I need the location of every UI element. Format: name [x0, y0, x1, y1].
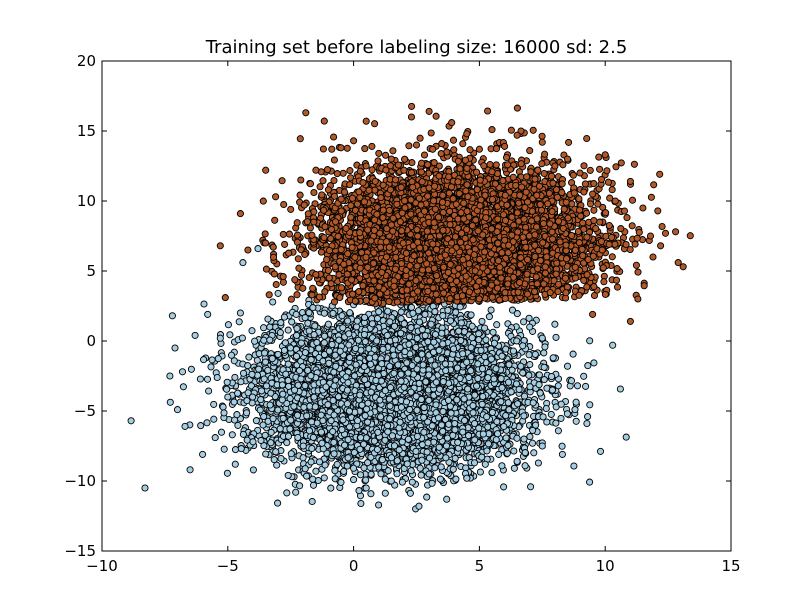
scatter-point: [309, 481, 318, 489]
scatter-point: [521, 462, 529, 470]
scatter-point: [249, 466, 257, 474]
scatter-point: [252, 417, 260, 425]
scatter-point: [320, 474, 328, 482]
scatter-point: [381, 489, 389, 497]
scatter-point: [622, 433, 630, 441]
scatter-point: [520, 435, 528, 443]
scatter-point: [197, 422, 205, 430]
scatter-point: [375, 501, 383, 509]
scatter-point: [245, 353, 253, 361]
scatter-point: [331, 467, 339, 475]
scatter-point: [554, 382, 562, 390]
scatter-point: [534, 459, 542, 467]
scatter-point: [203, 419, 211, 427]
series-points: [127, 245, 630, 513]
scatter-point: [213, 373, 221, 382]
scatter-point: [141, 484, 149, 492]
scatter-point: [200, 300, 208, 308]
scatter-point: [557, 414, 565, 422]
scatter-point: [277, 454, 285, 463]
scatter-point: [228, 431, 236, 439]
scatter-point: [222, 363, 230, 371]
scatter-point: [586, 337, 594, 345]
scatter-point: [384, 307, 392, 315]
scatter-point: [340, 467, 348, 475]
scatter-point: [255, 365, 263, 373]
scatter-point: [548, 372, 556, 381]
scatter-point: [357, 499, 365, 508]
scatter-point: [207, 363, 215, 371]
scatter-point: [127, 417, 135, 425]
scatter-point: [547, 410, 555, 418]
scatter-point: [179, 383, 187, 391]
scatter-point: [257, 396, 265, 404]
scatter-point: [569, 350, 577, 358]
scatter-point: [495, 450, 503, 458]
scatter-point: [235, 318, 243, 326]
scatter-point: [269, 298, 277, 306]
scatter-point: [287, 450, 295, 458]
scatter-point: [270, 456, 278, 464]
scatter-point: [223, 469, 231, 477]
scatter-point: [586, 478, 594, 486]
scatter-point: [526, 360, 534, 369]
scatter-point: [513, 310, 521, 318]
scatter-point: [226, 331, 234, 339]
scatter-point: [590, 359, 598, 367]
scatter-point: [554, 427, 562, 435]
scatter-point: [205, 387, 213, 395]
scatter-point: [210, 400, 218, 408]
scatter-point: [407, 467, 415, 475]
scatter-point: [256, 406, 264, 414]
scatter-point: [248, 327, 256, 335]
scatter-point: [283, 489, 291, 497]
scatter-point: [327, 484, 335, 492]
scatter-point: [187, 365, 195, 373]
scatter-point: [264, 315, 272, 323]
scatter-point: [397, 308, 405, 316]
scatter-point: [231, 446, 240, 454]
scatter-point: [277, 319, 285, 327]
scatter-point: [217, 428, 226, 436]
scatter-point: [540, 376, 548, 384]
scatter-point: [525, 351, 533, 359]
scatter-point: [299, 454, 307, 462]
scatter-point: [580, 372, 588, 380]
scatter-point: [393, 470, 401, 478]
scatter-point: [243, 409, 251, 417]
scatter-point: [582, 382, 590, 390]
scatter-point: [489, 328, 497, 336]
scatter-point: [572, 417, 580, 425]
scatter-point: [423, 493, 431, 501]
scatter-point: [531, 350, 539, 358]
scatter-point: [237, 378, 245, 386]
scatter-point: [367, 470, 375, 478]
points-layer: [127, 102, 694, 513]
scatter-point: [208, 356, 216, 364]
scatter-point: [416, 464, 424, 472]
scatter-point: [586, 401, 594, 409]
scatter-point: [476, 468, 484, 476]
scatter-point: [244, 362, 252, 370]
scatter-point: [210, 415, 218, 423]
